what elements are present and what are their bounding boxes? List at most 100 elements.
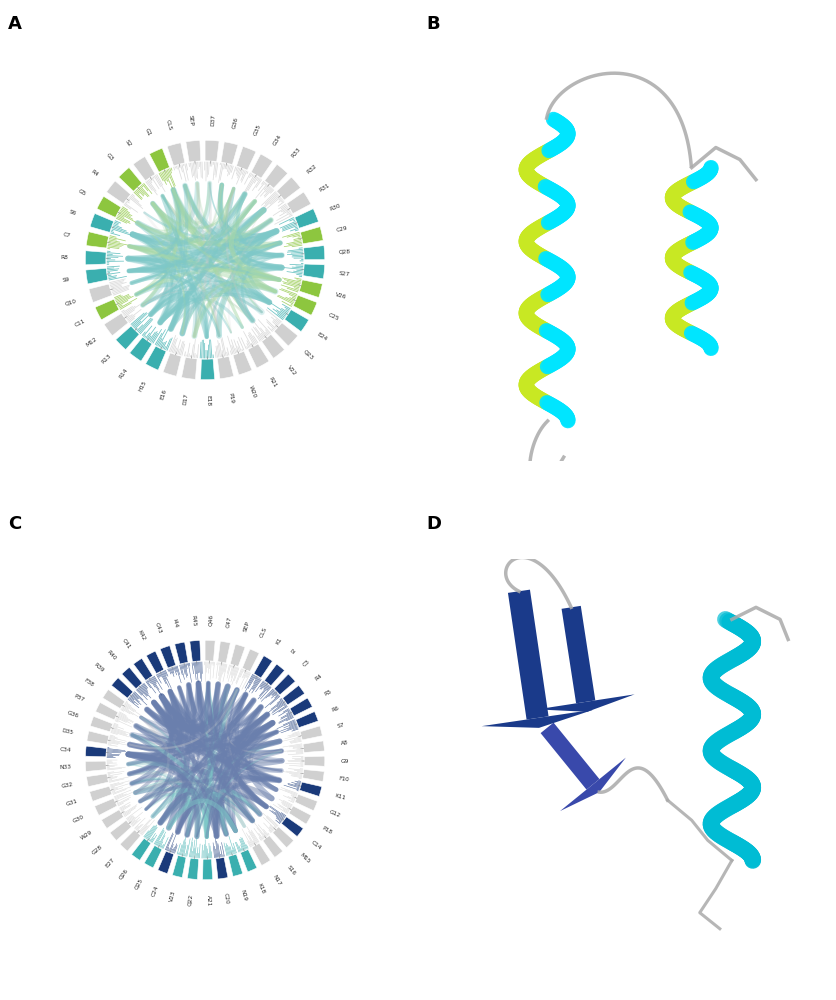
Polygon shape	[136, 324, 143, 331]
Polygon shape	[194, 353, 196, 358]
Polygon shape	[286, 271, 302, 274]
Polygon shape	[296, 788, 298, 789]
Polygon shape	[109, 739, 125, 743]
Polygon shape	[86, 774, 108, 787]
Text: G36: G36	[232, 117, 239, 130]
Polygon shape	[147, 680, 150, 683]
Polygon shape	[293, 746, 302, 748]
Polygon shape	[293, 239, 301, 241]
Polygon shape	[298, 247, 303, 249]
Polygon shape	[258, 837, 262, 841]
Polygon shape	[166, 834, 173, 851]
Polygon shape	[240, 839, 245, 850]
Polygon shape	[145, 681, 150, 688]
Polygon shape	[115, 800, 118, 801]
Polygon shape	[155, 175, 166, 192]
Polygon shape	[270, 700, 283, 710]
Polygon shape	[135, 328, 137, 330]
Polygon shape	[179, 165, 181, 168]
Polygon shape	[179, 665, 182, 675]
Polygon shape	[176, 666, 180, 675]
Polygon shape	[259, 682, 265, 689]
Polygon shape	[137, 689, 148, 700]
Polygon shape	[294, 229, 298, 231]
Polygon shape	[294, 794, 317, 811]
Polygon shape	[220, 163, 221, 165]
Polygon shape	[160, 172, 166, 185]
Polygon shape	[248, 677, 258, 692]
Polygon shape	[85, 746, 106, 757]
Polygon shape	[132, 313, 147, 327]
Polygon shape	[186, 663, 187, 665]
Polygon shape	[252, 843, 270, 866]
Polygon shape	[237, 337, 244, 351]
Polygon shape	[107, 251, 110, 252]
Polygon shape	[89, 786, 112, 801]
Polygon shape	[261, 181, 264, 185]
Text: N33: N33	[59, 765, 71, 770]
Polygon shape	[182, 664, 186, 675]
Polygon shape	[218, 663, 219, 665]
Polygon shape	[149, 332, 155, 341]
Polygon shape	[115, 791, 134, 800]
Polygon shape	[287, 288, 298, 292]
Polygon shape	[171, 667, 174, 673]
Polygon shape	[120, 804, 130, 810]
Polygon shape	[145, 181, 153, 191]
Polygon shape	[125, 812, 130, 817]
Polygon shape	[107, 752, 120, 753]
Polygon shape	[303, 264, 324, 279]
Polygon shape	[164, 670, 166, 676]
Polygon shape	[296, 279, 301, 281]
Polygon shape	[175, 666, 176, 672]
Polygon shape	[226, 164, 227, 169]
Polygon shape	[181, 664, 183, 669]
Polygon shape	[282, 304, 290, 309]
Polygon shape	[138, 687, 147, 697]
Polygon shape	[191, 344, 194, 357]
Polygon shape	[264, 188, 273, 198]
Polygon shape	[168, 169, 176, 186]
Polygon shape	[227, 347, 229, 356]
Polygon shape	[85, 268, 108, 284]
Polygon shape	[272, 692, 276, 696]
Polygon shape	[190, 640, 201, 662]
Text: E16: E16	[160, 388, 167, 400]
Polygon shape	[294, 278, 301, 280]
Text: C43: C43	[154, 622, 162, 634]
Polygon shape	[269, 196, 279, 205]
Polygon shape	[257, 319, 271, 334]
Polygon shape	[114, 790, 131, 797]
Polygon shape	[146, 651, 164, 674]
Polygon shape	[121, 707, 134, 715]
Polygon shape	[184, 351, 186, 356]
Polygon shape	[107, 267, 114, 269]
Polygon shape	[266, 817, 277, 828]
Polygon shape	[263, 187, 272, 196]
Polygon shape	[247, 344, 268, 368]
Polygon shape	[245, 672, 248, 678]
Polygon shape	[278, 203, 286, 209]
Polygon shape	[151, 835, 157, 843]
Polygon shape	[201, 359, 215, 380]
Polygon shape	[136, 824, 143, 831]
Polygon shape	[186, 163, 188, 170]
Polygon shape	[294, 209, 319, 228]
Polygon shape	[291, 794, 296, 797]
Polygon shape	[155, 830, 164, 845]
Polygon shape	[112, 786, 131, 794]
Polygon shape	[167, 143, 185, 166]
Polygon shape	[284, 310, 308, 332]
Polygon shape	[288, 783, 299, 787]
Text: Q10: Q10	[64, 298, 78, 306]
Polygon shape	[109, 276, 127, 280]
Polygon shape	[151, 333, 158, 343]
Polygon shape	[215, 849, 217, 858]
Polygon shape	[221, 842, 224, 857]
Polygon shape	[121, 667, 142, 689]
Text: G31: G31	[65, 799, 78, 807]
Polygon shape	[222, 350, 223, 357]
Polygon shape	[176, 666, 181, 683]
Polygon shape	[143, 830, 149, 837]
Polygon shape	[146, 825, 157, 839]
